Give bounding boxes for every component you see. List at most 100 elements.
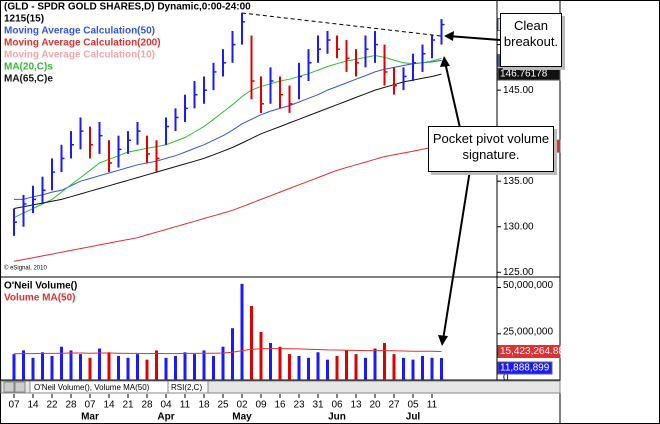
scroll-right[interactable] — [14, 381, 26, 393]
volume-bar — [136, 354, 139, 380]
credit: © eSignal, 2010 — [4, 265, 47, 272]
y-tick-label: 135.00 — [503, 176, 534, 187]
volume-bar — [430, 357, 434, 380]
volume-bar — [354, 354, 358, 380]
value-label: 146.76178 — [500, 69, 548, 80]
x-tick-label: 27 — [388, 400, 400, 411]
x-tick-label: 14 — [27, 400, 39, 411]
volume-bar — [98, 348, 101, 380]
volume-bar — [31, 357, 35, 380]
volume-bar — [145, 359, 149, 380]
arrowhead — [444, 31, 454, 41]
value-label: 15,423,264.88 — [500, 346, 564, 357]
volume-bar — [231, 328, 234, 380]
y-tick-label: 125.00 — [503, 267, 534, 278]
volume-bar — [240, 283, 244, 380]
volume-bar — [307, 357, 310, 380]
x-tick-label: 18 — [198, 400, 210, 411]
volume-bar — [12, 354, 16, 380]
x-tick-label: 06 — [331, 400, 343, 411]
x-tick-label: 05 — [407, 400, 419, 411]
volume-bar — [421, 355, 424, 380]
month-label: Apr — [157, 412, 174, 423]
volume-bar — [335, 355, 339, 380]
volume-bar — [88, 357, 92, 380]
value-box — [497, 344, 561, 358]
volume-bar — [345, 350, 348, 380]
volume-bar — [269, 343, 272, 380]
x-tick-label: 25 — [217, 400, 229, 411]
ma-line — [13, 73, 442, 209]
x-tick-label: 02 — [236, 400, 248, 411]
volume-bar — [126, 357, 130, 380]
legend-entry: Moving Average Calculation(200) — [4, 38, 161, 49]
x-tick-label: 16 — [274, 400, 286, 411]
volume-bar — [250, 306, 253, 380]
x-tick-label: 28 — [65, 400, 77, 411]
month-label: Jun — [328, 412, 346, 423]
volume-bar — [221, 346, 225, 380]
scroll-left[interactable] — [3, 381, 15, 393]
x-tick-label: 11 — [427, 400, 438, 411]
trend-line — [241, 12, 442, 37]
ma-line — [14, 59, 442, 200]
arrowhead — [438, 335, 448, 346]
month-label: Mar — [81, 412, 99, 423]
volume-bar — [383, 343, 386, 380]
volume-bar — [402, 357, 405, 380]
x-tick-label: 22 — [46, 400, 58, 411]
volume-bar — [174, 355, 177, 380]
ma-line — [13, 54, 442, 219]
volume-bar — [155, 350, 158, 380]
annotation: Clean breakout. — [500, 13, 562, 67]
x-tick-label: 11 — [180, 400, 191, 411]
chart-subtitle: 1215(15) — [4, 14, 44, 25]
tab[interactable] — [167, 380, 209, 394]
x-tick-label: 14 — [103, 400, 115, 411]
legend-entry: MA(20,C)s — [4, 62, 53, 73]
volume-bar — [316, 352, 320, 380]
volume-bar — [212, 355, 215, 380]
annotation: Pocket pivot volume signature. — [428, 126, 554, 172]
y-tick-label: 50,000,000 — [503, 280, 553, 291]
volume-bar — [183, 352, 187, 380]
volume-bar — [297, 355, 301, 380]
arrowhead — [440, 56, 450, 67]
volume-bar — [164, 357, 168, 380]
month-label: May — [232, 412, 252, 423]
x-tick-label: 07 — [84, 400, 96, 411]
volume-bar — [41, 352, 44, 380]
volume-bar — [22, 350, 25, 380]
x-tick-label: 23 — [293, 400, 305, 411]
value-box — [497, 67, 561, 81]
arrow — [447, 35, 501, 41]
volume-bar — [50, 355, 54, 380]
x-tick-label: 20 — [369, 400, 381, 411]
volume-bar — [278, 346, 282, 380]
x-tick-label: 07 — [8, 400, 20, 411]
x-tick-label: 04 — [160, 400, 172, 411]
tab-label[interactable]: O'Neil Volume(), Volume MA(50) — [34, 383, 150, 392]
x-tick-label: 28 — [141, 400, 153, 411]
volume-bar — [79, 354, 82, 380]
arrow — [444, 61, 461, 129]
volume-bar — [373, 348, 377, 380]
y-tick-label: 0 — [503, 373, 509, 384]
volume-ma-line — [13, 348, 442, 355]
chart-title: (GLD - SPDR GOLD SHARES,D) Dynamic,0:00-… — [4, 2, 251, 13]
y-tick-label: 25,000,000 — [503, 326, 553, 337]
volume-bar — [69, 350, 73, 380]
volume-bar — [364, 357, 367, 380]
volume-bar — [60, 346, 63, 380]
panel-title: O'Neil Volume() — [4, 281, 77, 292]
tab-label[interactable]: RSI(2,C) — [171, 383, 202, 392]
x-tick-label: 31 — [312, 400, 324, 411]
arrow — [442, 169, 471, 341]
month-label: Jul — [406, 412, 421, 423]
x-tick-label: 13 — [350, 400, 362, 411]
volume-bar — [326, 359, 329, 380]
volume-bar — [117, 355, 120, 380]
y-tick-label: 130.00 — [503, 221, 534, 232]
